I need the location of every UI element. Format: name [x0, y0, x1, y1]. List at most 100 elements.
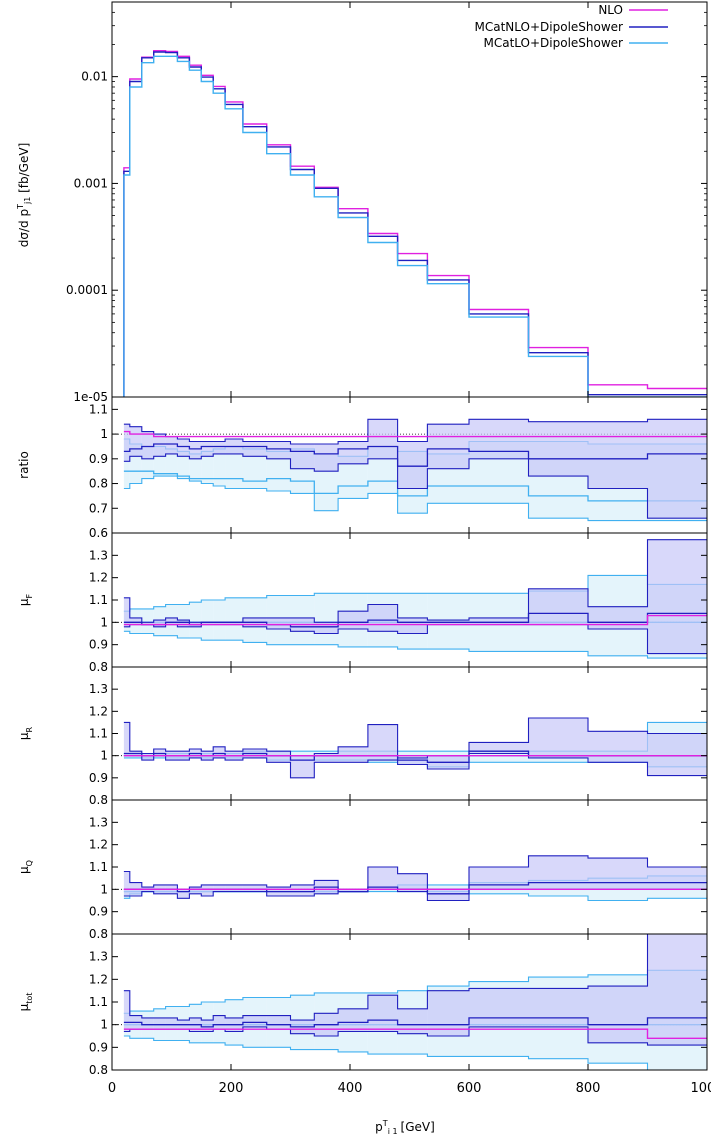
subpanel-3-band-mcnlo [123, 722, 130, 756]
subpanel-2-ytick-label: 1.3 [89, 548, 108, 562]
subpanel-5-band-mcnlo [201, 1020, 214, 1032]
subpanel-4-plot-area [112, 855, 707, 902]
subpanel-1-band-mclo [213, 448, 226, 487]
subpanel-3-band-mcnlo [266, 751, 291, 763]
subpanel-3-band-mcnlo [588, 731, 648, 763]
subpanel-4-band-mcnlo [528, 855, 588, 890]
subpanel-1-band-mcnlo [397, 441, 428, 489]
subpanel-5: 0.8 0.9 1 1.1 1.2 1.3 μtot [17, 933, 708, 1077]
subpanel-1-band-mcnlo [588, 421, 648, 489]
x-tick-label: 800 [576, 1081, 601, 1096]
subpanel-1-band-mcnlo-lower [123, 453, 707, 519]
subpanel-4-band-mcnlo [242, 884, 267, 892]
subpanel-4-line-mcnlo [123, 881, 707, 895]
subpanel-5-band-mclo-lower [123, 1035, 707, 1070]
subpanel-3-ylabel: μR [17, 726, 34, 740]
subpanel-2-band-mcnlo [528, 588, 588, 625]
main-series-nlo [123, 50, 707, 397]
subpanel-4-band-mcnlo [213, 884, 226, 892]
legend-label-mcatnlo: MCatNLO+DipoleShower [475, 20, 624, 34]
chart-panels: 1e-05 0.0001 0.001 0.01 0.6 0.7 0.8 0.9 1 1.1 rati… [17, 1, 708, 1077]
subpanel-1-band-mcnlo [528, 421, 588, 477]
subpanel-4-band-mcnlo [469, 867, 529, 890]
subpanel-2-band-mclo [201, 600, 214, 641]
subpanel-2-band-mclo [213, 600, 226, 641]
main-ytick-label: 0.01 [81, 70, 108, 84]
subpanel-2-ylabel: μF [17, 593, 34, 606]
subpanel-1-band-mcnlo [367, 419, 398, 459]
subpanel-2-ylabel-text: μF [17, 593, 34, 606]
subpanel-4-band-mcnlo-lower [123, 888, 707, 902]
subpanel-2-band-mcnlo [338, 611, 368, 630]
subpanel-2-band-mcnlo [123, 597, 130, 627]
subpanel-5-band-mcnlo [153, 1017, 166, 1030]
subpanel-2-band-mcnlo [314, 622, 339, 634]
subpanel-1-band-mclo [129, 443, 142, 484]
subpanel-5-band-mcnlo [367, 995, 398, 1032]
subpanel-1-band-mcnlo [123, 424, 130, 462]
subpanel-2-band-mcnlo [647, 539, 707, 654]
subpanel-4-band-mcnlo [189, 887, 202, 894]
subpanel-4-band-mcnlo [201, 884, 214, 897]
subpanel-4-band-mcnlo [427, 889, 469, 901]
legend-label-mcatlo: MCatLO+DipoleShower [484, 36, 624, 50]
subpanel-3-band-mcnlo [314, 753, 339, 763]
subpanel-5-band-mcnlo [213, 1015, 226, 1030]
subpanel-4-ytick-label: 1.1 [89, 860, 108, 874]
subpanel-1-ytick-label: 0.9 [89, 452, 108, 466]
subpanel-1-ylabel: ratio [17, 451, 31, 479]
subpanel-5-ytick-label: 0.8 [89, 1063, 108, 1077]
subpanel-4-band-mcnlo [123, 871, 130, 897]
subpanel-4-ylabel-sub: Q [25, 860, 34, 866]
subpanel-1-band-mcnlo [469, 419, 529, 459]
subpanel-2: 0.8 0.9 1 1.1 1.2 1.3 μF [17, 532, 708, 674]
subpanel-5-band-mclo-upper [123, 969, 707, 1014]
x-axis-label: pTj 1 [GeV] [375, 1119, 435, 1134]
subpanel-1-band-mclo [165, 448, 178, 477]
subpanel-1-ytick-label: 0.6 [89, 526, 108, 540]
subpanel-2-band-mcnlo [588, 606, 648, 630]
subpanel-4-ylabel-text: μQ [17, 860, 34, 874]
subpanel-1-band-mcnlo [266, 441, 291, 459]
subpanel-1-band-mcnlo [427, 424, 469, 469]
subpanel-2-line-nlo [123, 614, 707, 626]
subpanel-3-ytick-label: 1.1 [89, 727, 108, 741]
subpanel-3-band-mclo [469, 751, 529, 763]
subpanel-1-line-nlo [123, 430, 707, 438]
subpanel-3-ylabel-main: μ [17, 732, 31, 740]
subpanel-1-band-mcnlo [338, 441, 368, 464]
subpanel-1-band-mcnlo [647, 419, 707, 519]
subpanel-2-band-mcnlo [129, 617, 142, 625]
subpanel-5-band-mcnlo [427, 990, 469, 1036]
subpanel-4-ytick-label: 1.2 [89, 838, 108, 852]
subpanel-3-band-mcnlo [290, 755, 315, 778]
subpanel-3-band-mcnlo [367, 724, 398, 761]
subpanel-2-band-mcnlo [225, 622, 243, 625]
subpanel-1-band-mclo [201, 451, 214, 484]
subpanel-4-ylabel: μQ [17, 860, 34, 874]
subpanel-4-band-mcnlo [290, 884, 315, 897]
subpanel-1-band-mcnlo [165, 436, 178, 454]
subpanel-4-band-mcnlo [225, 884, 243, 892]
subpanel-1-ytick-label: 1 [100, 427, 108, 441]
main-series-mcnlo [123, 51, 707, 397]
subpanel-1-band-mcnlo [153, 434, 166, 457]
subpanel-5-ylabel-text: μtot [17, 993, 34, 1012]
subpanel-4-ytick-label: 0.9 [89, 905, 108, 919]
subpanel-3-band-mcnlo-upper [123, 717, 707, 759]
subpanel-1-band-mcnlo-upper [123, 418, 707, 445]
subpanel-2-band-mclo [189, 602, 202, 638]
subpanel-1-band-mclo [153, 446, 166, 477]
subpanel-4-band-mcnlo [588, 858, 648, 890]
main-y-axis-label: dσ/d pTj1 [fb/GeV] [16, 143, 32, 247]
subpanel-1-band-mcnlo [177, 439, 190, 457]
subpanel-4-band-mcnlo-upper [123, 855, 707, 890]
main-ytick-label: 0.0001 [66, 283, 108, 297]
subpanel-1-band-mclo [242, 448, 267, 489]
subpanel-5-ylabel: μtot [17, 993, 34, 1012]
subpanel-1-band-mclo [141, 446, 154, 479]
subpanel-1: 0.6 0.7 0.8 0.9 1 1.1 ratio [17, 396, 708, 540]
subpanel-1-band-mcnlo [141, 431, 154, 459]
x-tick-label: 600 [457, 1081, 482, 1096]
subpanel-2-band-mcnlo [153, 620, 166, 627]
